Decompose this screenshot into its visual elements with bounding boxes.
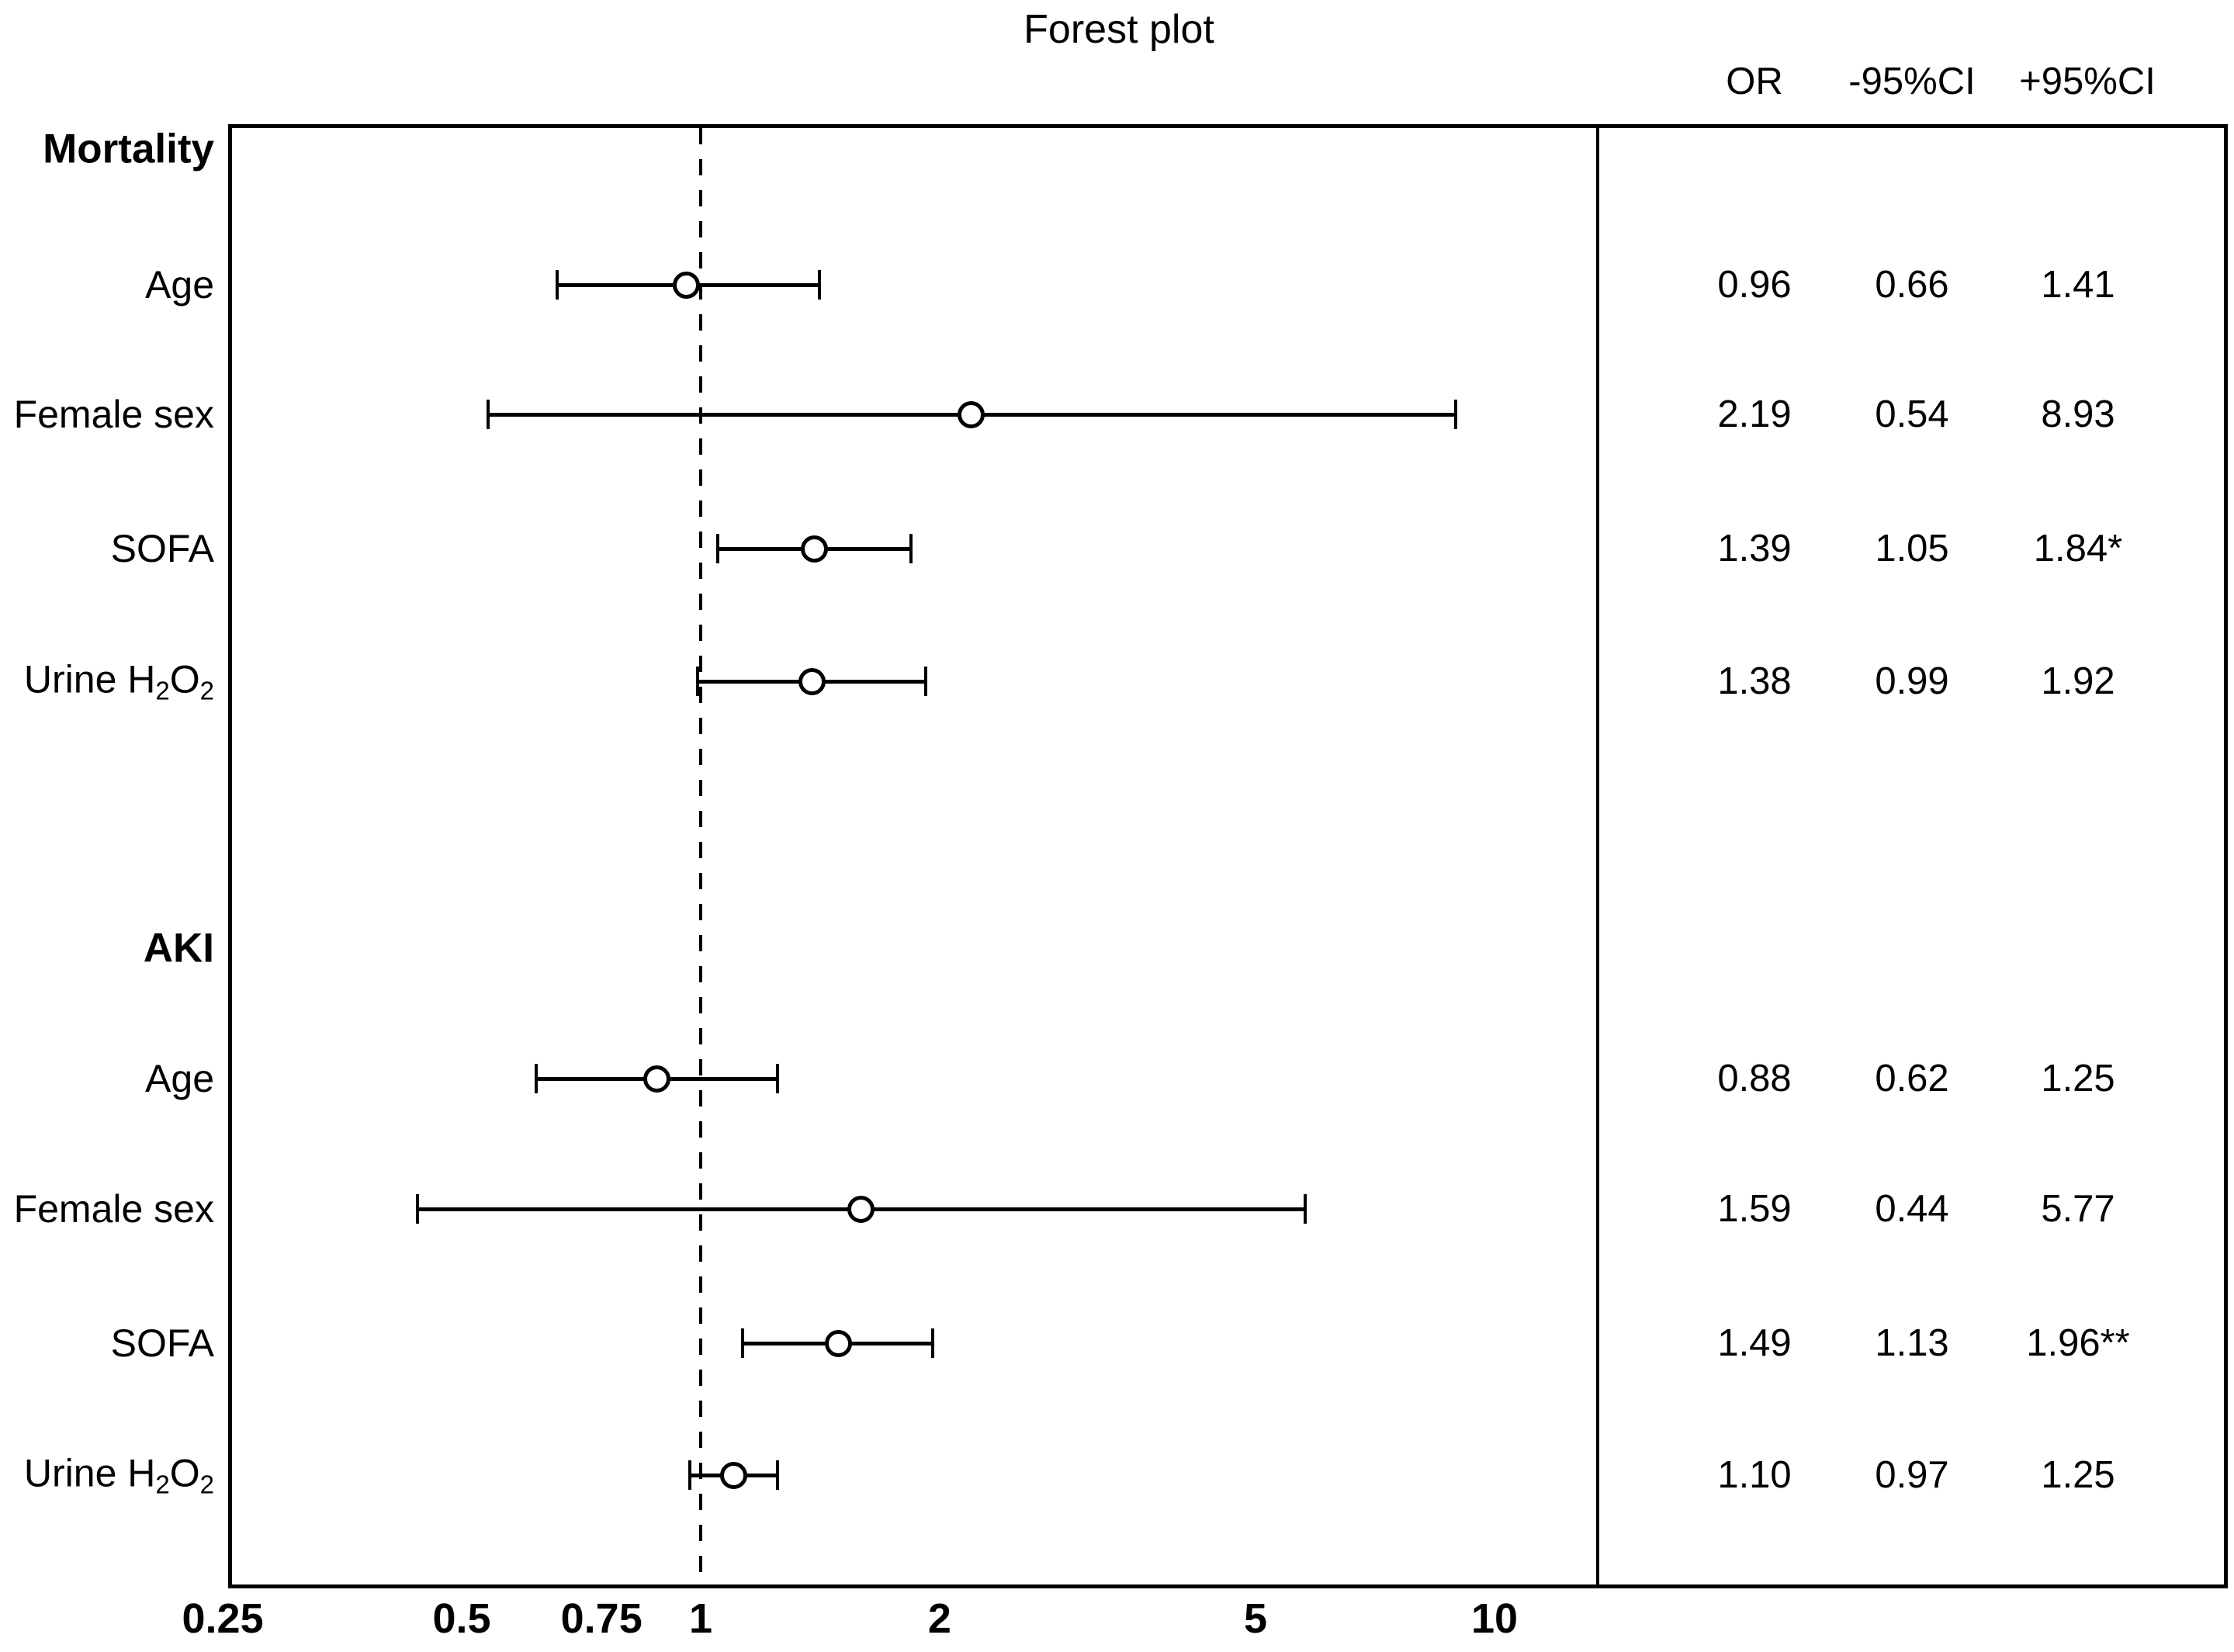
ci-high-value: 1.25 <box>2041 1058 2115 1100</box>
col-header-minus95ci: -95%CI <box>1848 61 1976 102</box>
row-label: Age <box>145 1056 214 1101</box>
ci-cap-right <box>909 534 913 563</box>
row-label-text: Age <box>145 263 214 307</box>
or-point-marker <box>798 667 826 695</box>
ci-low-value: 0.66 <box>1875 264 1949 306</box>
row-label-text: Female sex <box>13 1187 214 1231</box>
row-label: Female sex <box>14 1186 214 1231</box>
row-label-text: SOFA <box>110 527 214 570</box>
or-point-marker <box>957 400 985 428</box>
ci-low-value: 0.97 <box>1875 1454 1949 1496</box>
ci-low-value: 0.99 <box>1875 660 1949 702</box>
ci-low-value: 1.13 <box>1875 1322 1949 1364</box>
or-point-marker <box>824 1329 852 1357</box>
row-label: Female sex <box>14 392 214 437</box>
row-label-text: O <box>169 657 200 701</box>
ci-cap-right <box>1453 400 1457 429</box>
ci-high-value: 1.84* <box>2033 528 2123 570</box>
or-point-marker <box>800 535 828 563</box>
or-point-marker <box>719 1461 747 1489</box>
or-value: 0.88 <box>1717 1058 1792 1100</box>
x-tick-label: 2 <box>927 1595 951 1642</box>
plot-table-divider <box>1596 124 1599 1584</box>
ci-high-value: 1.25 <box>2041 1454 2115 1496</box>
ci-high-value: 8.93 <box>2041 393 2115 435</box>
row-label: SOFA <box>111 526 214 571</box>
ci-low-value: 0.44 <box>1875 1188 1949 1230</box>
ci-cap-left <box>715 534 719 563</box>
x-tick-label: 10 <box>1470 1595 1519 1642</box>
or-value: 0.96 <box>1717 264 1792 306</box>
row-label: Age <box>145 262 214 307</box>
or-value: 1.59 <box>1717 1188 1792 1230</box>
ci-low-value: 0.62 <box>1875 1058 1949 1100</box>
row-label: Urine H2O2 <box>24 656 214 705</box>
ci-high-value: 1.41 <box>2041 264 2115 306</box>
ci-cap-left <box>487 400 490 429</box>
ci-cap-left <box>688 1460 692 1490</box>
x-tick-label: 1 <box>688 1595 713 1642</box>
row-label-subscript: 2 <box>155 676 170 705</box>
row-label: SOFA <box>111 1321 214 1366</box>
col-header-or: OR <box>1726 61 1783 102</box>
or-point-marker <box>673 271 701 299</box>
ci-cap-left <box>416 1194 420 1224</box>
ci-cap-left <box>534 1064 538 1093</box>
x-tick-label: 0.5 <box>432 1595 491 1642</box>
row-label-subscript: 2 <box>155 1470 170 1499</box>
ci-cap-right <box>776 1460 780 1490</box>
chart-title: Forest plot <box>1023 7 1214 52</box>
row-label-text: O <box>169 1451 200 1495</box>
ci-high-value: 1.92 <box>2041 660 2115 702</box>
section-header-label: AKI <box>143 925 214 971</box>
ci-low-value: 1.05 <box>1875 528 1949 570</box>
row-label-subscript: 2 <box>199 1470 214 1499</box>
or-point-marker <box>642 1065 670 1093</box>
x-tick-label: 0.25 <box>182 1595 264 1642</box>
row-label-text: Urine H <box>23 1451 156 1495</box>
ci-cap-left <box>556 270 559 300</box>
section-header-label: Mortality <box>43 126 214 172</box>
or-value: 2.19 <box>1717 393 1792 435</box>
ci-high-value: 1.96** <box>2026 1322 2130 1364</box>
row-label-text: Age <box>145 1057 214 1100</box>
row-label-text: Female sex <box>13 393 214 436</box>
col-header-plus95ci: +95%CI <box>2019 61 2156 102</box>
row-label-text: SOFA <box>110 1321 214 1365</box>
ci-cap-right <box>817 270 821 300</box>
row-label: Urine H2O2 <box>24 1450 214 1499</box>
or-value: 1.10 <box>1717 1454 1792 1496</box>
ci-cap-left <box>695 667 699 696</box>
or-point-marker <box>847 1195 875 1223</box>
x-tick-label: 5 <box>1244 1595 1268 1642</box>
x-tick-label: 0.75 <box>560 1595 642 1642</box>
ci-cap-right <box>923 667 927 696</box>
ci-low-value: 0.54 <box>1875 393 1949 435</box>
plot-frame <box>228 124 2228 1588</box>
ci-cap-right <box>1303 1194 1307 1224</box>
ci-cap-left <box>741 1328 745 1358</box>
row-label-text: Urine H <box>23 657 156 701</box>
or-value: 1.39 <box>1717 528 1792 570</box>
or-value: 1.38 <box>1717 660 1792 702</box>
row-label-subscript: 2 <box>199 676 214 705</box>
ci-cap-right <box>776 1064 780 1093</box>
reference-line-or-1 <box>699 128 702 1581</box>
ci-high-value: 5.77 <box>2041 1188 2115 1230</box>
ci-cap-right <box>930 1328 934 1358</box>
or-value: 1.49 <box>1717 1322 1792 1364</box>
